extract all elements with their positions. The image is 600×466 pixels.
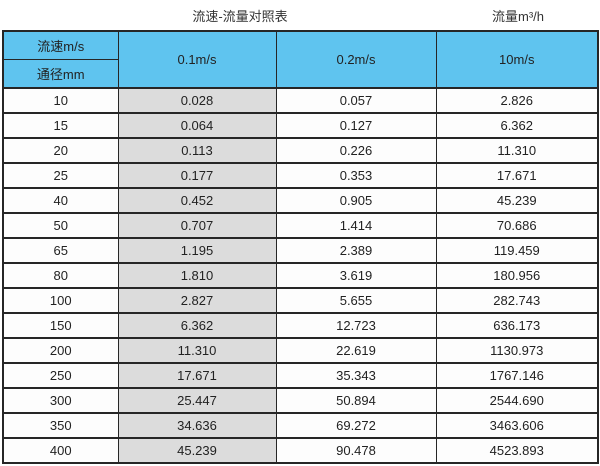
- header-row-top: 流速m/s 0.1m/s 0.2m/s 10m/s: [2, 30, 599, 89]
- flow-value-cell: 25.447: [117, 387, 277, 414]
- flow-value-cell: 17.671: [435, 162, 599, 189]
- diameter-cell: 400: [2, 437, 119, 464]
- table-row: 400 45.239 90.478 4523.893: [2, 437, 599, 464]
- flow-value-cell: 90.478: [275, 437, 437, 464]
- diameter-cell: 350: [2, 412, 119, 439]
- table-row: 200 11.310 22.619 1130.973: [2, 337, 599, 364]
- diameter-cell: 80: [2, 262, 119, 289]
- flow-value-cell: 1767.146: [435, 362, 599, 389]
- flow-value-cell: 0.127: [275, 112, 437, 139]
- diameter-cell: 10: [2, 87, 119, 114]
- table-row: 40 0.452 0.905 45.239: [2, 187, 599, 214]
- corner-velocity-label: 流速m/s: [2, 30, 119, 60]
- flow-value-cell: 2.389: [275, 237, 437, 264]
- diameter-cell: 20: [2, 137, 119, 164]
- flow-value-cell: 1.195: [117, 237, 277, 264]
- flow-value-cell: 1130.973: [435, 337, 599, 364]
- flow-value-cell: 282.743: [435, 287, 599, 314]
- flow-value-cell: 11.310: [435, 137, 599, 164]
- flow-value-cell: 35.343: [275, 362, 437, 389]
- diameter-cell: 25: [2, 162, 119, 189]
- diameter-cell: 150: [2, 312, 119, 339]
- diameter-cell: 300: [2, 387, 119, 414]
- flow-value-cell: 1.414: [275, 212, 437, 239]
- table-row: 300 25.447 50.894 2544.690: [2, 387, 599, 414]
- flow-value-cell: 6.362: [435, 112, 599, 139]
- flow-value-cell: 4523.893: [435, 437, 599, 464]
- diameter-cell: 250: [2, 362, 119, 389]
- flow-value-cell: 11.310: [117, 337, 277, 364]
- flow-unit-label: 流量m³/h: [491, 9, 544, 24]
- flow-value-cell: 0.064: [117, 112, 277, 139]
- table-row: 250 17.671 35.343 1767.146: [2, 362, 599, 389]
- diameter-cell: 15: [2, 112, 119, 139]
- table-row: 20 0.113 0.226 11.310: [2, 137, 599, 164]
- table-row: 15 0.064 0.127 6.362: [2, 112, 599, 139]
- flow-value-cell: 5.655: [275, 287, 437, 314]
- table-row: 350 34.636 69.272 3463.606: [2, 412, 599, 439]
- flow-value-cell: 0.057: [275, 87, 437, 114]
- flow-value-cell: 22.619: [275, 337, 437, 364]
- flow-value-cell: 69.272: [275, 412, 437, 439]
- flow-value-cell: 0.028: [117, 87, 277, 114]
- flow-value-cell: 70.686: [435, 212, 599, 239]
- header-row-bottom: 通径mm: [2, 59, 598, 89]
- flow-value-cell: 34.636: [117, 412, 277, 439]
- flow-value-cell: 17.671: [117, 362, 277, 389]
- flow-value-cell: 0.113: [117, 137, 277, 164]
- table-row: 100 2.827 5.655 282.743: [2, 287, 599, 314]
- flow-value-cell: 0.353: [275, 162, 437, 189]
- page-title: 流速-流量对照表: [192, 9, 288, 24]
- flow-value-cell: 12.723: [275, 312, 437, 339]
- flow-value-cell: 0.226: [275, 137, 437, 164]
- flow-value-cell: 45.239: [117, 437, 277, 464]
- flow-value-cell: 1.810: [117, 262, 277, 289]
- velocity-column-header-10: 10m/s: [435, 30, 599, 89]
- flow-value-cell: 180.956: [435, 262, 599, 289]
- flow-rate-table: 流速m/s 0.1m/s 0.2m/s 10m/s 通径mm 10 0.028 …: [2, 30, 599, 464]
- flow-value-cell: 45.239: [435, 187, 599, 214]
- table-row: 150 6.362 12.723 636.173: [2, 312, 599, 339]
- flow-value-cell: 2.827: [117, 287, 277, 314]
- table-row: 25 0.177 0.353 17.671: [2, 162, 599, 189]
- flow-value-cell: 3463.606: [435, 412, 599, 439]
- flow-value-cell: 0.707: [117, 212, 277, 239]
- table-row: 50 0.707 1.414 70.686: [2, 212, 599, 239]
- flow-value-cell: 636.173: [435, 312, 599, 339]
- flow-value-cell: 119.459: [435, 237, 599, 264]
- diameter-cell: 40: [2, 187, 119, 214]
- page-header: 流速-流量对照表 流量m³/h: [0, 0, 600, 30]
- velocity-column-header-0.1: 0.1m/s: [117, 30, 277, 89]
- table-row: 80 1.810 3.619 180.956: [2, 262, 599, 289]
- flow-value-cell: 0.452: [117, 187, 277, 214]
- diameter-cell: 200: [2, 337, 119, 364]
- flow-value-cell: 50.894: [275, 387, 437, 414]
- diameter-cell: 65: [2, 237, 119, 264]
- diameter-cell: 50: [2, 212, 119, 239]
- flow-value-cell: 3.619: [275, 262, 437, 289]
- diameter-cell: 100: [2, 287, 119, 314]
- table-row: 65 1.195 2.389 119.459: [2, 237, 599, 264]
- flow-value-cell: 0.905: [275, 187, 437, 214]
- flow-value-cell: 2.826: [435, 87, 599, 114]
- flow-value-cell: 0.177: [117, 162, 277, 189]
- table-row: 10 0.028 0.057 2.826: [2, 87, 599, 114]
- corner-diameter-label: 通径mm: [2, 59, 119, 89]
- velocity-column-header-0.2: 0.2m/s: [275, 30, 437, 89]
- flow-value-cell: 2544.690: [435, 387, 599, 414]
- flow-value-cell: 6.362: [117, 312, 277, 339]
